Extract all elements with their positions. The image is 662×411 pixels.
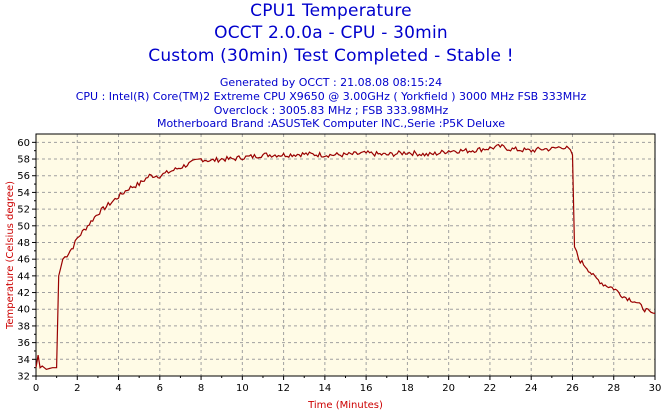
x-axis-label: Time (Minutes) <box>307 400 383 411</box>
x-tick-label: 6 <box>157 383 163 394</box>
y-tick-label: 56 <box>17 171 30 182</box>
y-tick-label: 34 <box>17 355 30 366</box>
plot-frame <box>35 133 656 377</box>
x-tick-label: 10 <box>236 383 249 394</box>
y-tick-label: 50 <box>17 221 30 232</box>
x-tick-label: 12 <box>277 383 290 394</box>
x-tick-label: 20 <box>442 383 455 394</box>
x-tick-label: 4 <box>115 383 121 394</box>
chart-title: CPU1 Temperature <box>250 1 412 21</box>
y-tick-label: 36 <box>17 338 30 349</box>
y-tick-label: 48 <box>17 238 30 249</box>
x-tick-label: 16 <box>360 383 373 394</box>
temperature-line <box>35 143 656 370</box>
x-tick-label: 0 <box>33 383 39 394</box>
x-tick-label: 8 <box>198 383 204 394</box>
y-tick-label: 52 <box>17 205 30 216</box>
x-tick-label: 26 <box>566 383 579 394</box>
overclock-info: Overclock : 3005.83 MHz ; FSB 333.98MHz <box>213 104 449 117</box>
y-tick-label: 38 <box>17 321 30 332</box>
x-tick-label: 14 <box>318 383 331 394</box>
motherboard-info: Motherboard Brand :ASUSTeK Computer INC.… <box>156 117 506 130</box>
chart-subtitle-status: Custom (30min) Test Completed - Stable ! <box>148 46 514 66</box>
x-tick-label: 2 <box>74 383 80 394</box>
plot-area <box>36 134 655 376</box>
y-axis-label: Temperature (Celsius degree) <box>5 181 16 330</box>
y-tick-label: 60 <box>17 138 30 149</box>
y-tick-label: 58 <box>17 155 30 166</box>
y-tick-label: 44 <box>17 271 30 282</box>
axis-ticks: 0 2 4 6 8 10 12 14 16 18 20 22 24 26 28 303234363840424… <box>17 138 661 394</box>
y-tick-label: 32 <box>17 372 30 383</box>
x-tick-label: 30 <box>649 383 662 394</box>
y-tick-label: 54 <box>17 188 30 199</box>
chart-subtitle-test: OCCT 2.0.0a - CPU - 30min <box>214 23 448 43</box>
x-tick-label: 24 <box>525 383 538 394</box>
x-tick-label: 18 <box>401 383 414 394</box>
cpu-info: CPU : Intel(R) Core(TM)2 Extreme CPU X96… <box>75 90 587 103</box>
x-tick-label: 22 <box>484 383 497 394</box>
x-tick-label: 28 <box>607 383 620 394</box>
y-tick-label: 46 <box>17 255 30 266</box>
generated-info: Generated by OCCT : 21.08.08 08:15:24 <box>219 76 443 89</box>
y-tick-label: 42 <box>17 288 30 299</box>
y-tick-label: 40 <box>17 305 30 316</box>
